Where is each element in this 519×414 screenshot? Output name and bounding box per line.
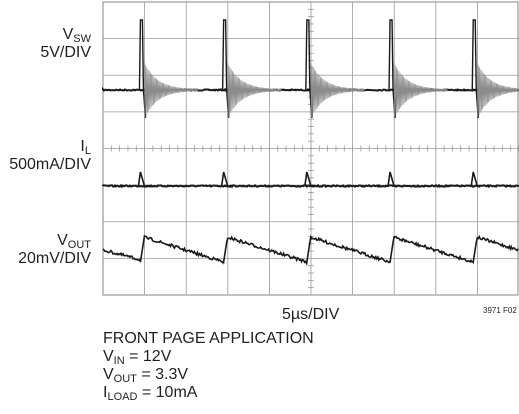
- il-pulse: [137, 171, 148, 188]
- vsw-ringing: [476, 62, 519, 118]
- vsw-spike: [388, 19, 397, 119]
- vsw-spike: [221, 19, 231, 119]
- il-label: IL 500mA/DIV: [9, 138, 91, 173]
- vsw-label: VSW 5V/DIV: [40, 26, 91, 61]
- vout-scale: 20mV/DIV: [18, 250, 91, 267]
- vout-trace: [102, 234, 519, 267]
- vsw-ringing: [393, 62, 448, 118]
- vsw-spike: [471, 19, 480, 119]
- time-scale-label: 5µs/DIV: [282, 306, 340, 323]
- figure-id: 3971 F02: [483, 306, 517, 315]
- vsw-spike: [138, 19, 148, 119]
- il-pulse: [304, 171, 315, 188]
- il-scale: 500mA/DIV: [9, 156, 91, 173]
- vsw-ringing: [227, 62, 282, 118]
- conditions-title: FRONT PAGE APPLICATION: [103, 330, 314, 347]
- il-pulse: [470, 171, 481, 188]
- scope-traces: [102, 19, 519, 267]
- il-pulse: [387, 171, 398, 188]
- vsw-ringing: [144, 62, 199, 118]
- vsw-ringing: [310, 62, 365, 118]
- vout-label: VOUT 20mV/DIV: [18, 232, 91, 267]
- condition-vin: VIN = 12V: [103, 348, 172, 367]
- il-pulse: [220, 171, 231, 188]
- scope-border: [102, 1, 519, 296]
- condition-iload: ILOAD = 10mA: [103, 384, 198, 403]
- condition-vout: VOUT = 3.3V: [103, 366, 189, 385]
- vsw-scale: 5V/DIV: [40, 44, 91, 61]
- scope-grid: [102, 1, 519, 296]
- vsw-spike: [305, 19, 314, 119]
